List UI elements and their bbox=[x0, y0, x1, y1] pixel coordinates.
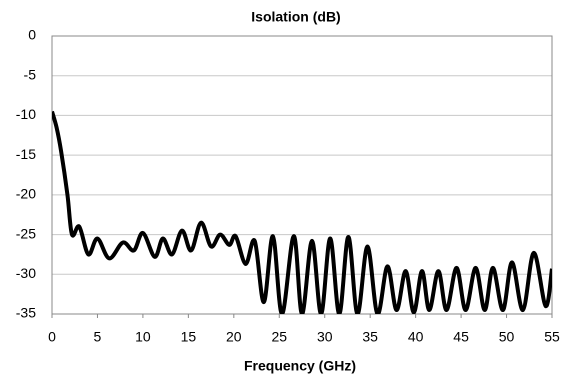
x-tick-label: 35 bbox=[362, 329, 378, 345]
x-tick-label: 40 bbox=[408, 329, 424, 345]
x-tick-label: 25 bbox=[271, 329, 287, 345]
x-tick-label: 15 bbox=[181, 329, 197, 345]
y-tick-label: -5 bbox=[24, 66, 37, 82]
data-line bbox=[52, 110, 552, 314]
x-tick-label: 5 bbox=[94, 329, 102, 345]
y-tick-label: -35 bbox=[16, 305, 36, 321]
x-tick-label: 20 bbox=[226, 329, 242, 345]
x-tick-label: 30 bbox=[317, 329, 333, 345]
x-tick-label: 10 bbox=[135, 329, 151, 345]
x-tick-label: 45 bbox=[453, 329, 469, 345]
y-tick-label: -15 bbox=[16, 146, 36, 162]
y-tick-label: -20 bbox=[16, 186, 36, 202]
x-tick-label: 55 bbox=[544, 329, 560, 345]
x-axis-label: Frequency (GHz) bbox=[244, 358, 356, 374]
chart-title: Isolation (dB) bbox=[251, 9, 340, 25]
y-tick-label: -30 bbox=[16, 265, 36, 281]
x-tick-label: 50 bbox=[499, 329, 515, 345]
y-tick-label: 0 bbox=[28, 27, 36, 43]
y-tick-label: -10 bbox=[16, 106, 36, 122]
y-tick-label: -25 bbox=[16, 225, 36, 241]
x-tick-label: 0 bbox=[48, 329, 56, 345]
